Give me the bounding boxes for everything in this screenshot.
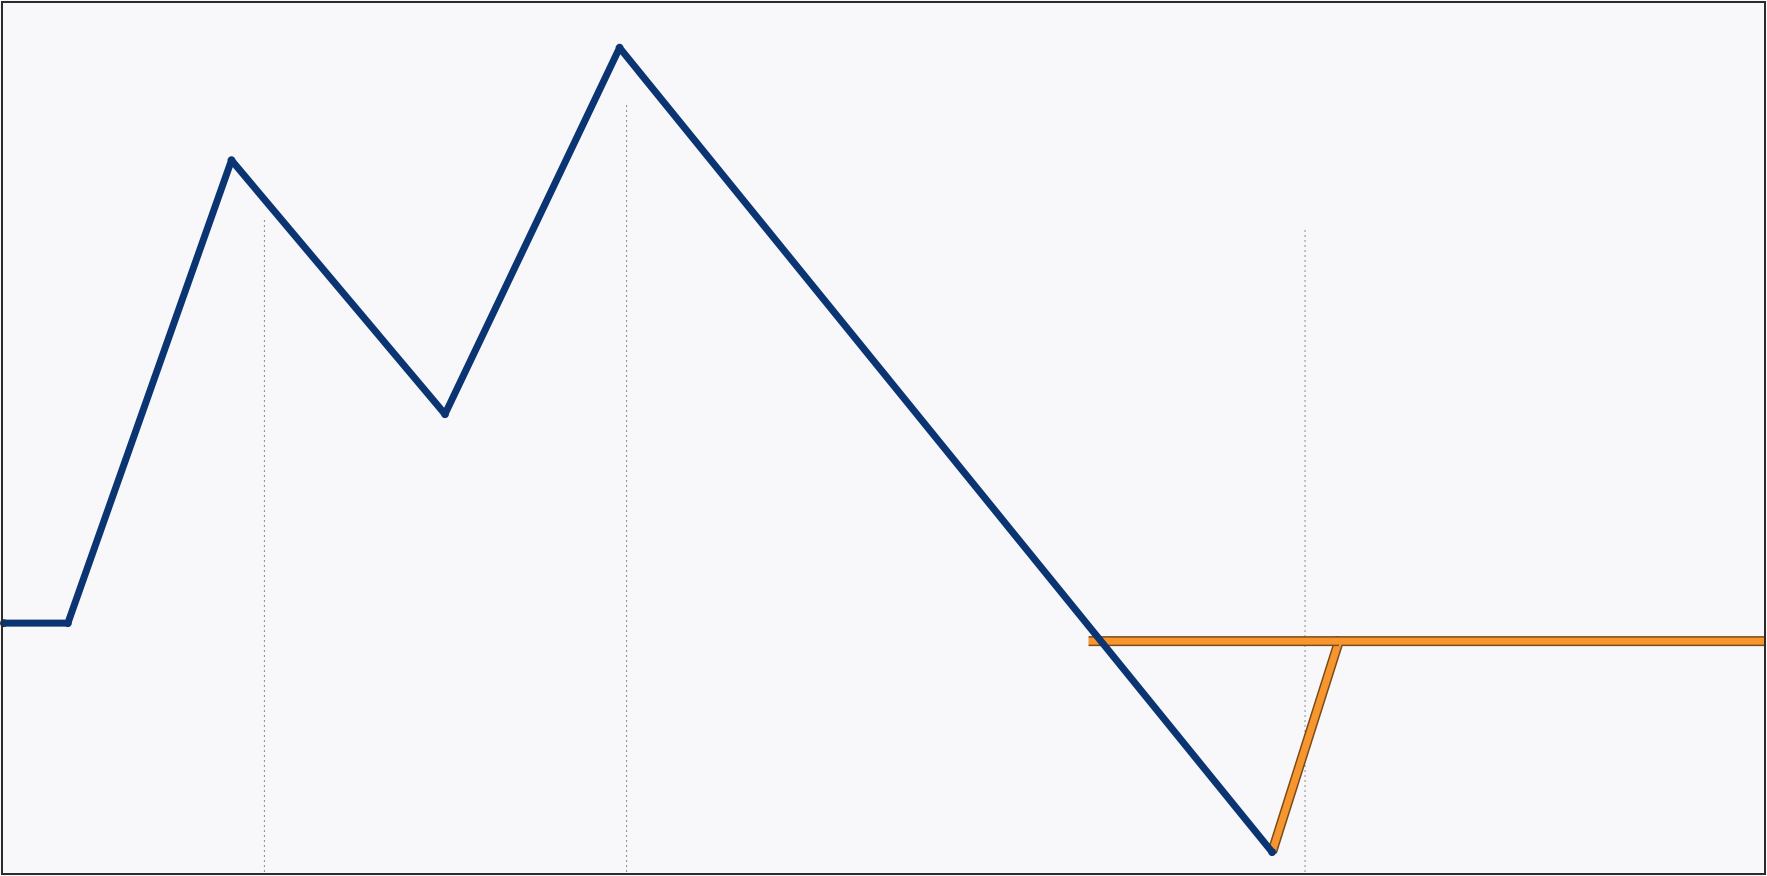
- series-layer: [0, 43, 1765, 857]
- main-series-point: [615, 43, 624, 52]
- main-series-point: [63, 619, 72, 628]
- main-series-point: [227, 156, 236, 165]
- main-series-line: [0, 44, 1276, 856]
- main-series-point: [1268, 848, 1277, 857]
- grid-layer: [263, 105, 1306, 874]
- main-series-point: [440, 410, 449, 419]
